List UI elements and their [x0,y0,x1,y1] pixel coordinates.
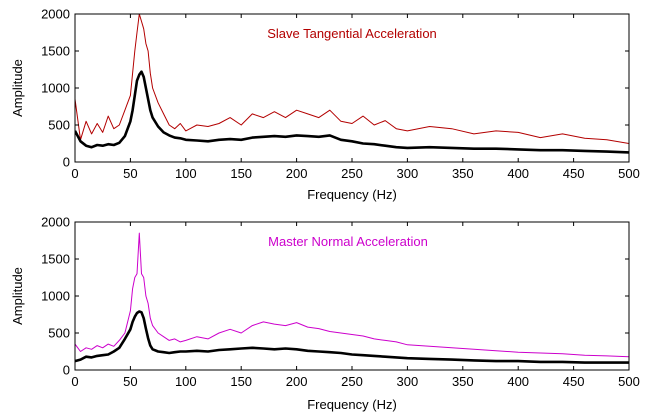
x-tick-label: 150 [230,374,252,389]
x-axis-label: Frequency (Hz) [307,397,397,412]
x-tick-label: 400 [507,166,529,181]
x-tick-label: 450 [563,374,585,389]
x-tick-label: 500 [618,166,640,181]
x-tick-label: 200 [286,374,308,389]
plot-area [75,222,629,370]
x-tick-label: 250 [341,166,363,181]
y-tick-label: 0 [63,363,70,378]
y-tick-label: 2000 [41,215,70,230]
x-axis-label: Frequency (Hz) [307,187,397,202]
chart-title: Master Normal Acceleration [268,234,428,249]
x-tick-label: 400 [507,374,529,389]
x-tick-label: 300 [397,374,419,389]
x-tick-label: 300 [397,166,419,181]
x-tick-label: 250 [341,374,363,389]
x-tick-label: 100 [175,166,197,181]
y-tick-label: 500 [48,326,70,341]
x-tick-label: 500 [618,374,640,389]
x-tick-label: 450 [563,166,585,181]
y-tick-label: 500 [48,118,70,133]
plot-area [75,14,629,162]
x-tick-label: 50 [123,166,137,181]
y-tick-label: 1000 [41,289,70,304]
series-line-smoothed [75,310,629,364]
x-tick-label: 50 [123,374,137,389]
y-axis-label: Amplitude [10,59,25,117]
x-tick-label: 350 [452,166,474,181]
x-tick-label: 0 [71,374,78,389]
x-tick-label: 150 [230,166,252,181]
y-tick-label: 1500 [41,252,70,267]
series-line-raw [75,232,629,358]
chart-panel-2: 0 50 100 150 200 250 300 350 400 450 500 0 500 1000 15… [10,215,640,413]
series-line-smoothed [75,70,629,154]
x-tick-label: 350 [452,374,474,389]
y-tick-label: 1500 [41,44,70,59]
x-tick-label: 200 [286,166,308,181]
x-tick-label: 0 [71,166,78,181]
y-tick-label: 2000 [41,7,70,22]
chart-title: Slave Tangential Acceleration [267,26,437,41]
y-axis-label: Amplitude [10,267,25,325]
y-tick-label: 1000 [41,81,70,96]
series-line-raw [75,14,629,144]
x-tick-label: 100 [175,374,197,389]
chart-panel-1: 0 50 100 150 200 250 300 350 400 450 500 0 500 1000 15… [10,7,640,203]
y-tick-label: 0 [63,155,70,170]
